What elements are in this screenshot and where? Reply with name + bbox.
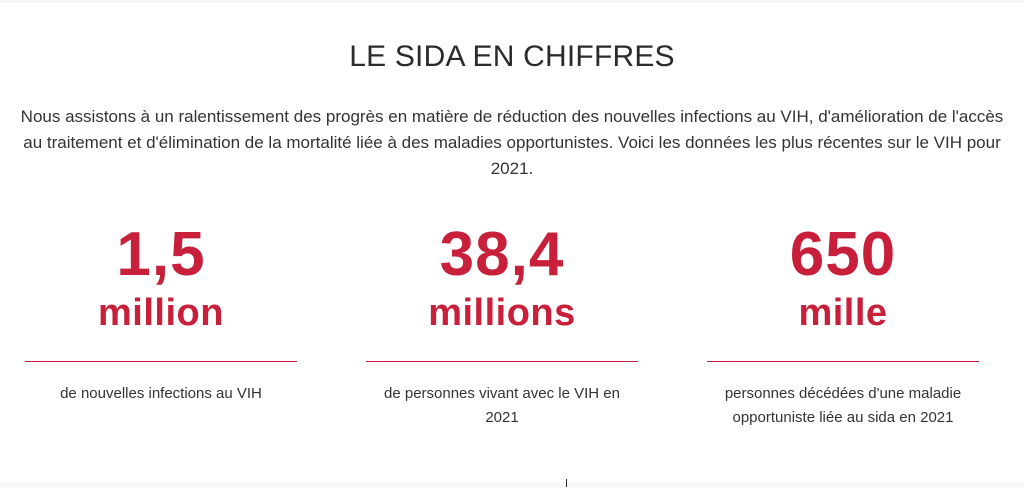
stat-divider — [25, 361, 297, 362]
stat-number: 650 — [789, 220, 897, 289]
stat-unit: million — [98, 292, 224, 334]
stat-aids-deaths: 650 mille personnes décédées d'une malad… — [707, 220, 979, 430]
stat-description: de personnes vivant avec le VIH en 2021 — [384, 385, 620, 426]
stat-people-living-with-hiv: 38,4 millions de personnes vivant avec l… — [366, 220, 638, 430]
stat-number: 1,5 — [116, 220, 206, 289]
stat-unit: millions — [428, 292, 576, 334]
stat-new-infections: 1,5 million de nouvelles infections au V… — [25, 220, 297, 406]
scroll-indicator[interactable] — [566, 479, 567, 487]
stat-unit: mille — [798, 292, 888, 334]
stat-description: personnes décédées d'une maladie opportu… — [724, 385, 962, 426]
stat-description: de nouvelles infections au VIH — [60, 385, 262, 402]
bottom-edge — [0, 482, 1024, 487]
section-intro: Nous assistons à un ralentissement des p… — [20, 107, 1004, 178]
section-title: LE SIDA EN CHIFFRES — [349, 40, 675, 73]
stat-divider — [707, 361, 979, 362]
top-divider — [0, 0, 1024, 3]
stat-number: 38,4 — [439, 220, 565, 289]
stat-divider — [366, 361, 638, 362]
